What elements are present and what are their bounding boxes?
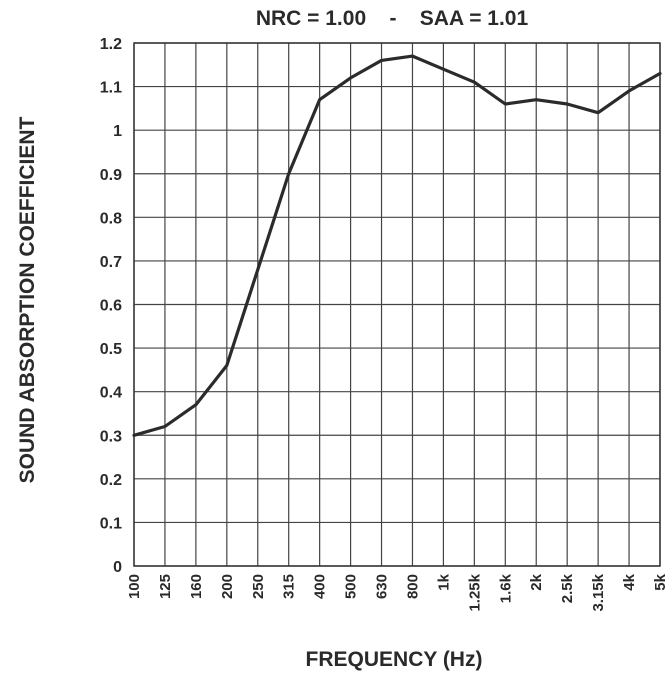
- x-tick-label: 2.5k: [559, 573, 576, 603]
- x-tick-label: 3.15k: [590, 573, 607, 611]
- x-tick-label: 125: [157, 574, 174, 599]
- x-tick-label: 250: [250, 574, 267, 599]
- x-tick-label: 200: [219, 574, 236, 599]
- grid: [133, 42, 661, 567]
- x-tick-label: 4k: [621, 573, 638, 590]
- y-tick-label: 0.3: [100, 428, 122, 445]
- x-tick-label: 1.6k: [497, 573, 514, 603]
- x-tick-label: 100: [126, 574, 143, 599]
- x-tick-label: 160: [188, 574, 205, 599]
- y-tick-label: 0.6: [100, 298, 122, 315]
- y-tick-label: 0.4: [100, 385, 122, 402]
- y-tick-label: 1.2: [100, 36, 122, 53]
- y-tick-label: 0.1: [100, 515, 122, 532]
- x-axis-ticks: 100 125 160 200 250 315 400 500 630 800 1k 1.25k 1.6…: [126, 573, 669, 611]
- y-tick-label: 0.2: [100, 472, 122, 489]
- y-tick-label: 0.5: [100, 341, 122, 358]
- x-tick-label: 1.25k: [466, 573, 483, 611]
- y-tick-label: 0.9: [100, 167, 122, 184]
- x-tick-label: 5k: [652, 573, 669, 590]
- y-tick-label: 0.7: [100, 254, 122, 271]
- x-axis-label: FREQUENCY (Hz): [306, 648, 483, 671]
- x-tick-label: 400: [312, 574, 329, 599]
- chart-title: NRC = 1.00 - SAA = 1.01: [256, 7, 529, 30]
- x-tick-label: 630: [374, 574, 391, 599]
- y-axis-label: SOUND ABSORPTION COEFFICIENT: [16, 116, 39, 483]
- x-tick-label: 500: [343, 574, 360, 599]
- absorption-curve: [132, 54, 662, 437]
- x-tick-label: 1k: [435, 573, 452, 590]
- y-tick-label: 0.8: [100, 210, 122, 227]
- y-axis-ticks: 0 0.1 0.2 0.3 0.4 0.5 0.6 0.7 0.8 0.9 1 1.1 1.2: [100, 36, 122, 576]
- x-tick-label: 315: [281, 574, 298, 599]
- y-tick-label: 1.1: [100, 80, 122, 97]
- y-tick-label: 1: [113, 123, 122, 140]
- plot-frame: [133, 42, 661, 567]
- x-tick-label: 800: [404, 574, 421, 599]
- y-tick-label: 0: [113, 559, 122, 576]
- x-tick-label: 2k: [528, 573, 545, 590]
